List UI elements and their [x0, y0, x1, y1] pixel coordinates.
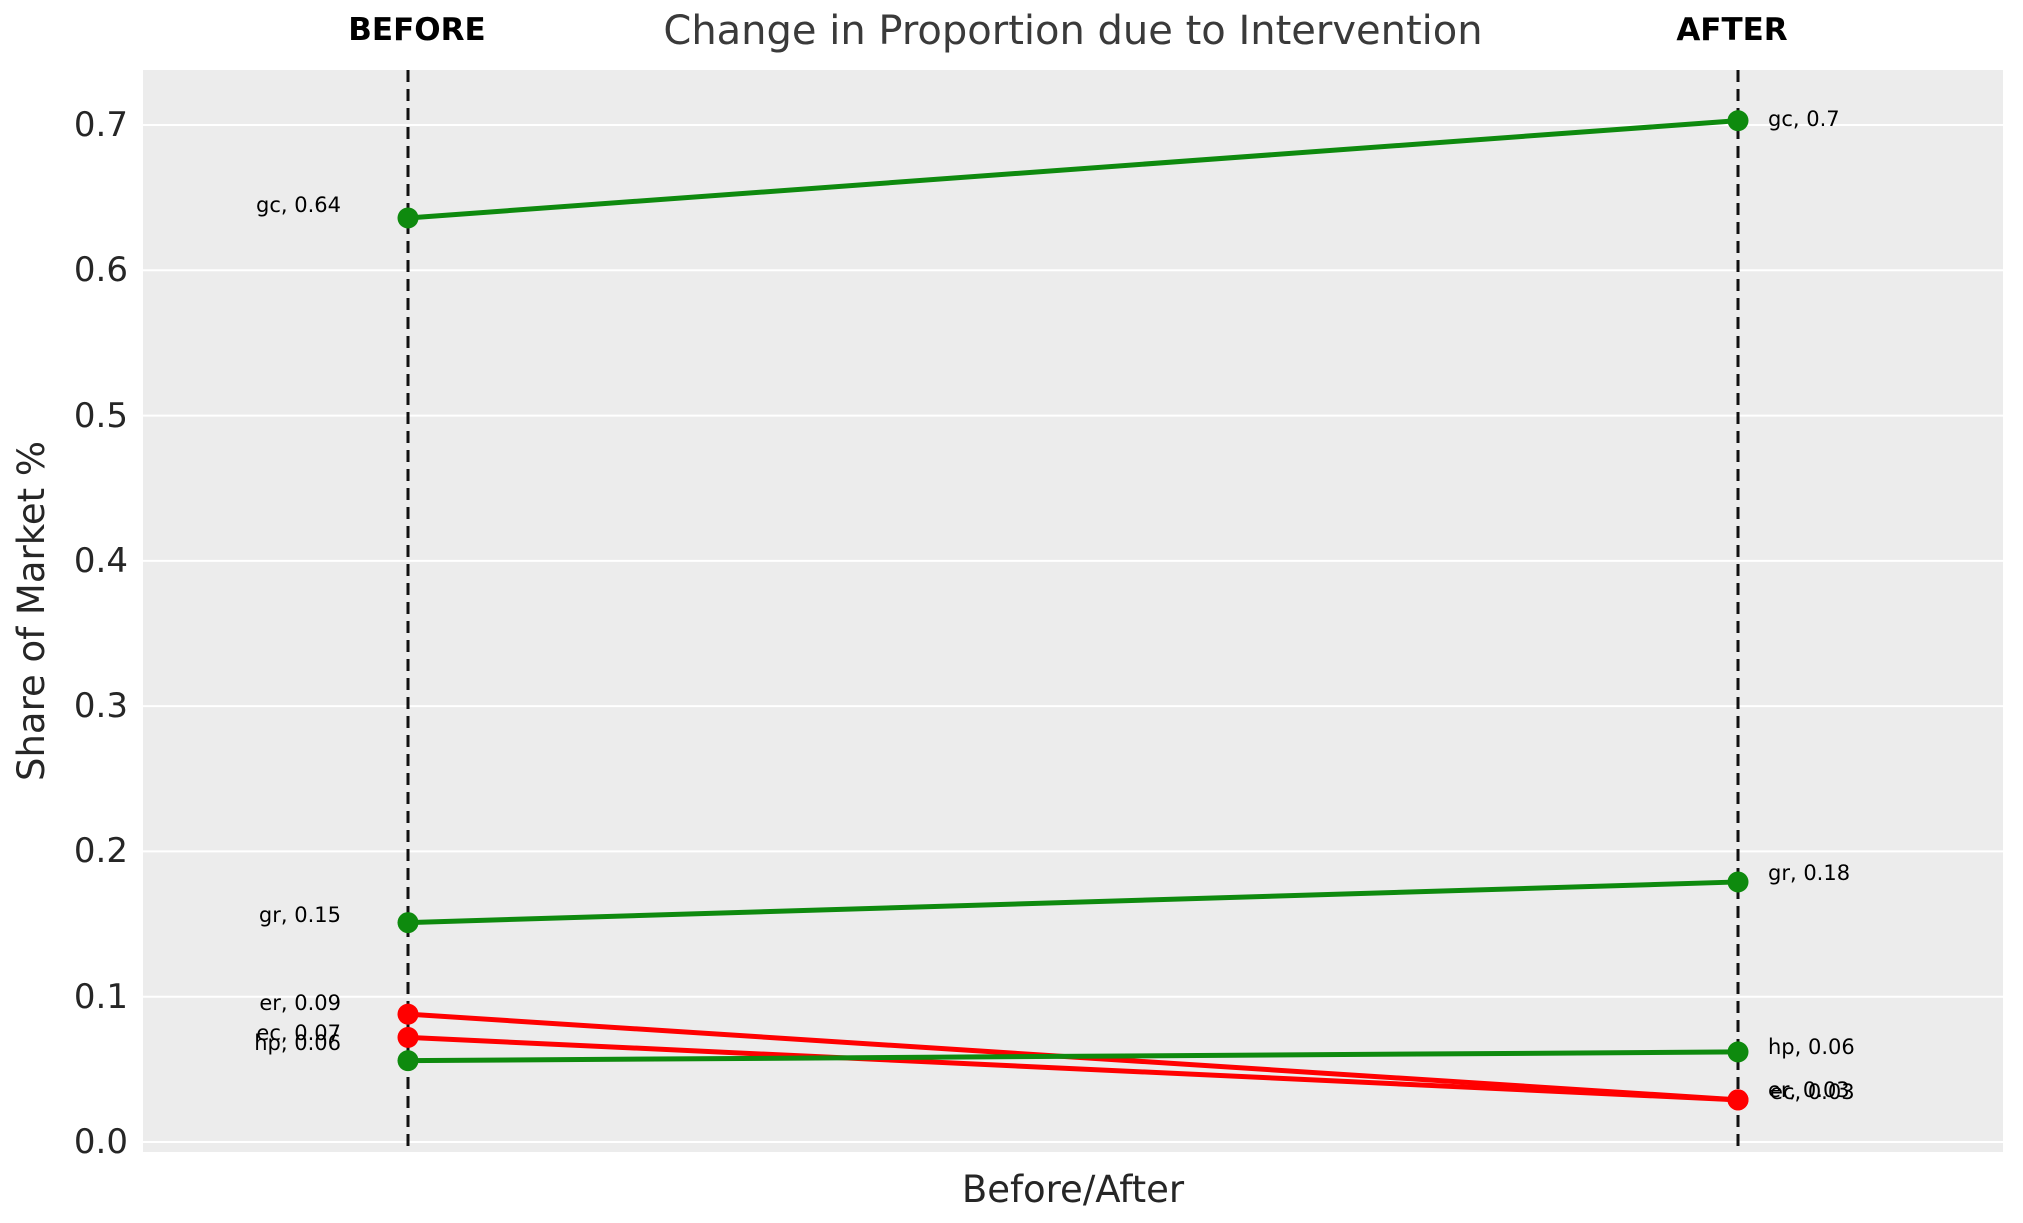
point-label-ec-left: ec, 0.07: [256, 1021, 341, 1046]
point-gr-after: [1727, 871, 1749, 893]
series-line-ec: [407, 1034, 1739, 1103]
y-axis-label: Share of Market %: [10, 440, 53, 782]
point-label-hp-right: hp, 0.06: [1768, 1034, 1855, 1059]
point-gr-before: [397, 912, 419, 934]
point-ec-after: [1727, 1089, 1749, 1111]
y-tick-label-0.7: 0.7: [73, 104, 128, 145]
chart-title: Change in Proportion due to Intervention: [663, 8, 1483, 54]
y-tick-label-0.1: 0.1: [73, 976, 128, 1017]
point-label-er-left: er, 0.09: [259, 991, 341, 1016]
point-label-gc-left: gc, 0.64: [256, 192, 341, 217]
series-line-gr: [407, 879, 1739, 926]
slope-chart-canvas: [143, 70, 2003, 1152]
after-column-header: AFTER: [1676, 12, 1788, 48]
point-label-hp-left: hp, 0.06: [254, 1030, 341, 1055]
point-hp-before: [397, 1050, 419, 1072]
y-tick-label-0.3: 0.3: [73, 686, 128, 727]
plot-area: gc, 0.64 gc, 0.7 gr, 0.15 gr, 0.18 er, 0.09 e…: [143, 70, 2003, 1152]
series-line-hp: [407, 1049, 1739, 1064]
point-gc-after: [1727, 110, 1749, 132]
point-label-ec-right: ec, 0.03: [1770, 1079, 1855, 1104]
y-tick-label-0.2: 0.2: [73, 831, 128, 872]
point-ec-before: [397, 1026, 419, 1048]
point-label-gr-left: gr, 0.15: [258, 902, 341, 927]
series-line-gc: [407, 118, 1739, 221]
point-er-before: [397, 1003, 419, 1025]
y-tick-label-0.5: 0.5: [73, 395, 128, 436]
point-hp-after: [1727, 1041, 1749, 1063]
point-gc-before: [397, 207, 419, 229]
y-tick-label-0.4: 0.4: [73, 540, 128, 581]
before-column-header: BEFORE: [348, 12, 486, 48]
point-label-er-right: er, 0.03: [1768, 1077, 1850, 1102]
x-axis-label: Before/After: [961, 1168, 1185, 1211]
point-label-gr-right: gr, 0.18: [1768, 860, 1851, 885]
y-tick-label-0.0: 0.0: [73, 1122, 128, 1162]
point-label-gc-right: gc, 0.7: [1768, 106, 1840, 131]
y-tick-label-0.6: 0.6: [73, 250, 128, 291]
